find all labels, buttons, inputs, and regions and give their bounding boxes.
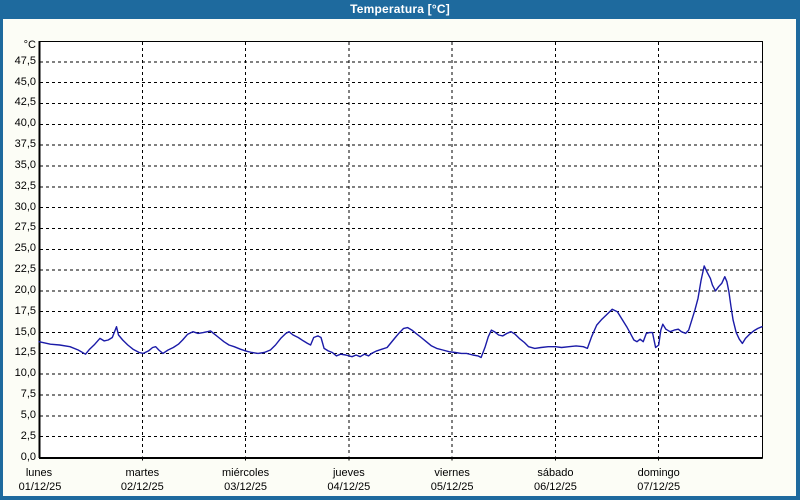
window-titlebar: Temperatura [°C] [0,0,800,19]
y-tick-label: 12,5 [14,346,36,359]
day-name-label: sábado [537,467,574,479]
y-tick-label: 35,0 [14,158,36,171]
y-tick-label: 30,0 [14,200,36,213]
y-tick-label: 40,0 [14,117,36,130]
y-tick-label: 15,0 [14,325,36,338]
day-name-label: domingo [637,467,680,479]
y-tick-label: 45,0 [14,75,36,88]
day-date-label: 05/12/25 [430,481,474,493]
window-title: Temperatura [°C] [350,2,450,16]
day-date-label: 01/12/25 [18,481,62,493]
day-name-label: jueves [332,467,365,479]
temperature-line [38,265,763,359]
y-tick-label: 42,5 [14,96,36,109]
y-tick-label: 7,5 [20,388,36,401]
y-tick-label: 10,0 [14,367,36,380]
day-name-label: lunes [25,467,53,479]
day-date-label: 02/12/25 [120,481,164,493]
y-tick-label: 37,5 [14,138,36,151]
day-date-label: 04/12/25 [327,481,371,493]
day-name-label: viernes [434,467,470,479]
y-tick-label: 27,5 [14,221,36,234]
y-tick-label: 22,5 [14,263,36,276]
day-name-label: miércoles [222,467,270,479]
day-name-label: martes [125,467,160,479]
y-tick-label: 17,5 [14,304,36,317]
day-date-label: 07/12/25 [637,481,681,493]
day-date-label: 06/12/25 [534,481,577,493]
y-tick-label: 47,5 [14,54,36,67]
day-date-label: 03/12/25 [224,481,267,493]
y-tick-label: 25,0 [14,242,36,255]
y-axis-unit-label: °C [23,39,36,51]
y-tick-label: 20,0 [14,283,36,296]
y-tick-label: 5,0 [20,408,36,421]
y-tick-label: 32,5 [14,179,36,192]
y-tick-label: 0,0 [20,450,36,463]
y-tick-label: 2,5 [20,429,36,442]
